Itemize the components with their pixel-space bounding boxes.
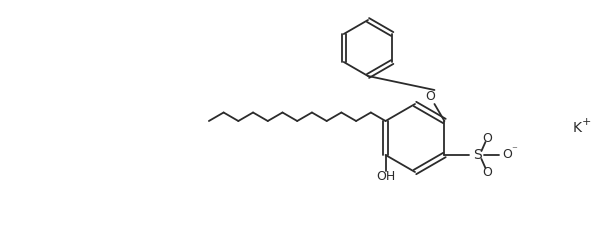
Text: O: O <box>483 132 492 144</box>
Text: OH: OH <box>376 171 395 183</box>
Text: O: O <box>503 148 512 162</box>
Text: O: O <box>425 89 435 103</box>
Text: O: O <box>483 166 492 178</box>
Text: K: K <box>573 121 582 135</box>
Text: +: + <box>582 117 591 127</box>
Text: S: S <box>473 148 482 162</box>
Text: ⁻: ⁻ <box>512 145 518 155</box>
